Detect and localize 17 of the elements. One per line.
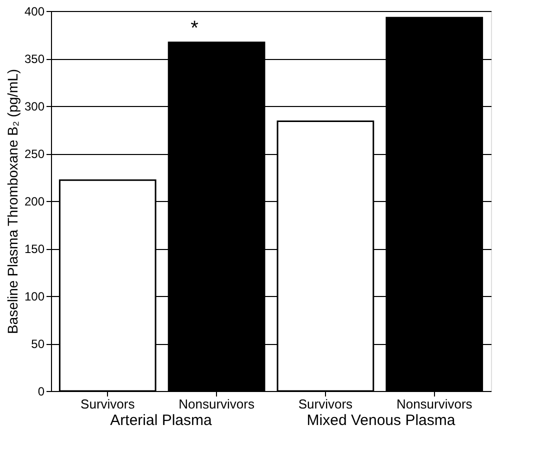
y-tick-label: 100 (24, 290, 45, 304)
x-tick-label: Nonsurvivors (396, 396, 473, 412)
y-tick-label: 400 (24, 4, 45, 18)
x-tick-label: Nonsurvivors (178, 396, 255, 412)
y-tick-label: 350 (24, 52, 45, 66)
x-tick-label: Survivors (80, 396, 136, 412)
y-tick-label: 0 (38, 384, 45, 398)
y-tick-label: 300 (24, 100, 45, 114)
y-tick-label: 200 (24, 194, 45, 208)
text: Arterial Plasma (110, 412, 213, 429)
x-tick-label: Survivors (298, 396, 354, 412)
y-tick-label: 50 (31, 337, 45, 351)
y-tick-label: 150 (24, 242, 45, 256)
text: Mixed Venous Plasma (306, 412, 456, 429)
y-axis-title: Baseline Plasma Thromboxane B₂ (pg/mL) (4, 68, 20, 334)
annotation: * (190, 17, 199, 40)
y-tick-label: 250 (24, 147, 45, 161)
